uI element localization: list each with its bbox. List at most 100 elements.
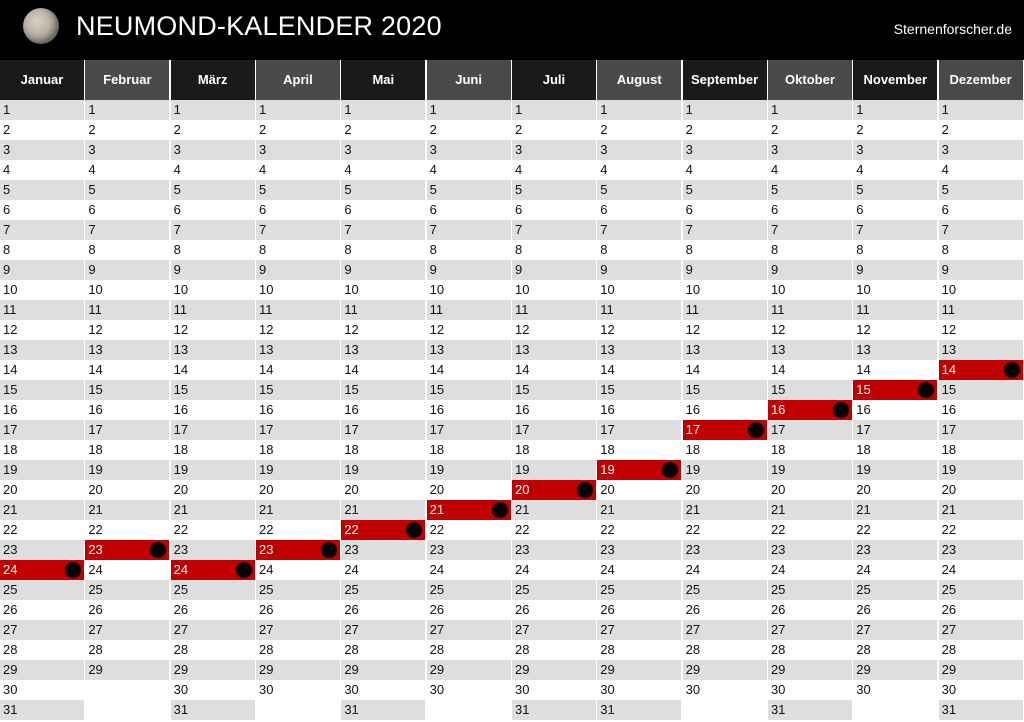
day-number: 28 xyxy=(514,642,530,657)
day-number: 27 xyxy=(88,622,103,637)
day-cell: 5 xyxy=(597,180,682,200)
day-number: 25 xyxy=(258,582,274,597)
month-header: Dezember xyxy=(938,60,1023,100)
day-number: 26 xyxy=(685,602,701,617)
day-number: 7 xyxy=(941,222,949,237)
day-number: 31 xyxy=(941,702,957,717)
day-number: 30 xyxy=(173,682,189,697)
day-number: 24 xyxy=(258,562,274,577)
day-number: 13 xyxy=(173,342,189,357)
day-number: 3 xyxy=(3,142,11,157)
day-cell: 29 xyxy=(511,660,596,680)
day-number: 27 xyxy=(770,622,786,637)
day-number: 10 xyxy=(429,282,445,297)
day-cell: 13 xyxy=(853,340,938,360)
day-cell: 2 xyxy=(426,120,511,140)
day-cell: 15 xyxy=(767,380,852,400)
day-number: 23 xyxy=(429,542,445,557)
day-cell: 19 xyxy=(938,460,1023,480)
day-cell: 20 xyxy=(682,480,767,500)
day-cell: 11 xyxy=(0,300,84,320)
day-number: 23 xyxy=(685,542,701,557)
day-cell: 19 xyxy=(426,460,511,480)
day-cell: 8 xyxy=(85,240,170,260)
day-number: 15 xyxy=(685,382,701,397)
day-cell: 25 xyxy=(255,580,340,600)
day-number: 27 xyxy=(856,622,871,637)
day-cell: 17 xyxy=(85,420,170,440)
day-number: 25 xyxy=(856,582,871,597)
day-number: 17 xyxy=(856,422,871,437)
day-number: 23 xyxy=(941,542,957,557)
day-number: 18 xyxy=(770,442,786,457)
day-cell: 20 xyxy=(938,480,1023,500)
day-number: 10 xyxy=(600,282,615,297)
day-cell: 25 xyxy=(853,580,938,600)
day-number: 5 xyxy=(856,182,864,197)
day-cell: 14 xyxy=(426,360,511,380)
day-cell: 31 xyxy=(170,700,255,720)
day-cell: 2 xyxy=(255,120,340,140)
new-moon-icon xyxy=(320,542,337,558)
day-number: 13 xyxy=(258,342,274,357)
day-number: 26 xyxy=(514,602,530,617)
day-number: 2 xyxy=(173,122,181,137)
day-number: 1 xyxy=(685,102,693,117)
day-cell: 19 xyxy=(767,460,852,480)
month-column: Februar 1 2 3 4 5 6 7 8 9 10 11 12 13 14 15 16 17 18 19 20 21… xyxy=(85,60,170,720)
day-cell: 1 xyxy=(341,100,426,120)
day-number: 11 xyxy=(258,302,273,317)
day-cell: 18 xyxy=(0,440,84,460)
day-number: 6 xyxy=(3,202,11,217)
day-cell: 14 xyxy=(255,360,340,380)
day-cell: 21 xyxy=(767,500,852,520)
day-number: 28 xyxy=(856,642,871,657)
day-number: 14 xyxy=(600,362,615,377)
day-cell: 29 xyxy=(853,660,938,680)
day-number: 4 xyxy=(429,162,437,177)
day-number: 23 xyxy=(770,542,786,557)
day-number: 18 xyxy=(3,442,18,457)
day-number: 20 xyxy=(685,482,701,497)
day-cell: 15 xyxy=(426,380,511,400)
day-number: 24 xyxy=(856,562,871,577)
day-number: 12 xyxy=(600,322,615,337)
day-number: 18 xyxy=(600,442,615,457)
day-cell: 13 xyxy=(767,340,852,360)
day-cell: 18 xyxy=(85,440,170,460)
day-number: 12 xyxy=(429,322,445,337)
day-number: 16 xyxy=(685,402,701,417)
day-cell: 10 xyxy=(938,280,1023,300)
day-number: 9 xyxy=(600,262,608,277)
day-number: 9 xyxy=(173,262,181,277)
day-number: 30 xyxy=(600,682,615,697)
day-number: 11 xyxy=(600,302,614,317)
day-number: 10 xyxy=(856,282,871,297)
day-cell: 11 xyxy=(85,300,170,320)
day-cell: 1 xyxy=(85,100,170,120)
day-cell: 24 xyxy=(853,560,938,580)
day-cell: 5 xyxy=(511,180,596,200)
day-cell: 8 xyxy=(767,240,852,260)
day-cell: 23 xyxy=(853,540,938,560)
day-cell: 17 xyxy=(938,420,1023,440)
month-column: April 1 2 3 4 5 6 7 8 9 10 11 12 13 14 15 16 17 18 19 20 21 22… xyxy=(255,60,340,720)
day-cell: 17 xyxy=(597,420,682,440)
day-number: 21 xyxy=(3,502,18,517)
calendar-grid: Januar 1 2 3 4 5 6 7 8 9 10 11 12 13 14 15 16 17 18 19 20 21 2… xyxy=(0,60,1024,720)
day-number: 24 xyxy=(429,562,445,577)
day-number: 27 xyxy=(344,622,359,637)
day-number: 28 xyxy=(3,642,18,657)
day-cell: 10 xyxy=(85,280,170,300)
day-number: 17 xyxy=(173,422,189,437)
day-number: 10 xyxy=(3,282,18,297)
day-number: 2 xyxy=(941,122,949,137)
day-number: 13 xyxy=(856,342,871,357)
day-number: 18 xyxy=(429,442,445,457)
day-cell: 22 xyxy=(170,520,255,540)
day-number: 7 xyxy=(685,222,693,237)
new-moon-day-cell: 24 xyxy=(170,560,255,580)
day-cell: 18 xyxy=(682,440,767,460)
day-cell: 16 xyxy=(511,400,596,420)
month-column: November 1 2 3 4 5 6 7 8 9 10 11 12 13 14 15 16 17 18 19 20 2… xyxy=(853,60,938,720)
